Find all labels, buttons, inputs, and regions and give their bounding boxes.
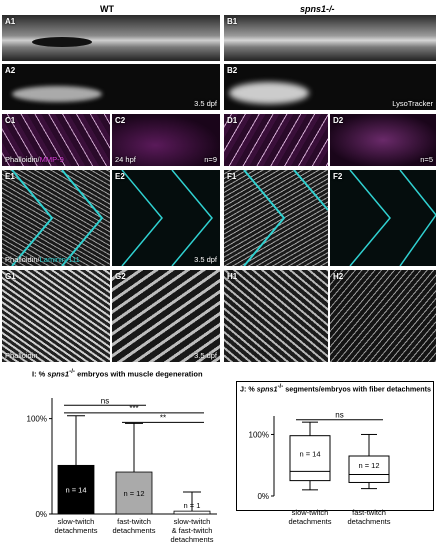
category-label: fast-twitch <box>117 517 151 526</box>
panel-h2: H2 <box>330 270 436 362</box>
panel-label: H1 <box>227 272 238 281</box>
fluorescent-region <box>12 86 102 102</box>
panel-note: Phalloidin/MMP-9 <box>5 155 64 164</box>
panel-f1: F1 <box>224 170 328 266</box>
laminin-boundaries <box>349 170 436 266</box>
panel-note: Phalloidin/Laminin-111 <box>5 255 80 264</box>
mutant-column-header: spns1-/- <box>300 4 335 14</box>
phalloidin-label: Phalloidin/ <box>5 255 40 264</box>
wt-column-header: WT <box>100 4 114 14</box>
chart-i-title-prefix: I: % <box>32 369 48 379</box>
panel-f2: F2 <box>330 170 436 266</box>
laminin-boundaries <box>243 170 328 266</box>
box <box>348 455 390 483</box>
panel-e2: E2 3.5 dpf <box>112 170 220 266</box>
bar-label: n = 1 <box>184 501 201 510</box>
panel-c2: C2 24 hpf n=9 <box>112 114 220 166</box>
larva-eye <box>32 37 92 47</box>
chart-i-title-gene: spns1 <box>47 369 70 379</box>
chart-i-title-suffix: embryos with muscle degeneration <box>75 369 203 379</box>
bar-label: n = 12 <box>123 489 144 498</box>
significance-label: ns <box>335 411 343 420</box>
panel-g1: G1 Phalloidin <box>2 270 110 362</box>
category-label: fast-twitch <box>352 508 386 517</box>
category-label: & fast-twitch <box>172 526 213 535</box>
panel-note: Phalloidin <box>5 351 38 360</box>
panel-e1: E1 Phalloidin/Laminin-111 <box>2 170 110 266</box>
y-tick-label: 100% <box>249 430 269 439</box>
panel-note: 3.5 dpf <box>194 255 217 264</box>
panel-note: 3.5 dpf <box>194 351 217 360</box>
panel-c1: C1 Phalloidin/MMP-9 <box>2 114 110 166</box>
y-tick-label: 0% <box>257 492 269 501</box>
chart-j-title-gene: spns1 <box>256 384 278 394</box>
chart-i: 0%100%n = 14 n = 12n = 1slow-twitchdetach… <box>27 396 217 544</box>
category-label: slow-twitch <box>58 517 95 526</box>
category-label: detachments <box>113 526 156 535</box>
y-tick-label: 0% <box>35 510 47 519</box>
significance-label: *** <box>129 404 138 413</box>
chart-j-title-prefix: J: % <box>240 384 257 394</box>
laminin-boundaries <box>121 170 213 266</box>
category-label: slow-twitch <box>174 517 211 526</box>
category-label: slow-twitch <box>292 508 329 517</box>
panel-note: n=9 <box>204 155 217 164</box>
laminin-boundaries <box>11 170 104 266</box>
chart-j-frame <box>236 381 434 511</box>
chart-j-title: J: % spns1-/- segments/embryos with fibe… <box>240 384 431 393</box>
panel-d1: D1 <box>224 114 328 166</box>
chart-i-title: I: % spns1-/- embryos with muscle degene… <box>32 368 203 379</box>
box-label: n = 14 <box>299 450 320 459</box>
box-label: n = 12 <box>358 461 379 470</box>
significance-label: ** <box>160 413 166 422</box>
category-label: detachments <box>171 535 214 544</box>
panel-label: F1 <box>227 172 237 181</box>
panel-label: E2 <box>115 172 125 181</box>
category-label: detachments <box>289 517 332 526</box>
panel-a1: A1 <box>2 15 220 61</box>
box <box>289 435 331 482</box>
panel-b2: B2 LysoTracker <box>224 64 436 110</box>
panel-label: A1 <box>5 17 16 26</box>
panel-label: D1 <box>227 116 238 125</box>
category-label: detachments <box>348 517 391 526</box>
laminin-label: Laminin-111 <box>39 255 80 264</box>
panel-g2: G2 3.5 dpf <box>112 270 220 362</box>
panel-label: B2 <box>227 66 238 75</box>
chart-j: 0%100%n = 14n = 12nsslow-twitchdetachmen… <box>249 411 391 526</box>
panel-note: LysoTracker <box>392 99 433 108</box>
panel-note: 24 hpf <box>115 155 136 164</box>
chart-i-title-genotype: -/- <box>69 368 76 375</box>
bar <box>115 471 153 515</box>
y-tick-label: 100% <box>27 415 47 424</box>
panel-d2: D2 n=5 <box>330 114 436 166</box>
chart-j-title-suffix: segments/embryos with fiber detachments <box>283 384 432 394</box>
panel-a2: A2 3.5 dpf <box>2 64 220 110</box>
panel-label: F2 <box>333 172 343 181</box>
chart-j-title-genotype: -/- <box>277 384 284 390</box>
panel-h1: H1 <box>224 270 328 362</box>
panel-note: n=5 <box>420 155 433 164</box>
panel-note: 3.5 dpf <box>194 99 217 108</box>
category-label: detachments <box>55 526 98 535</box>
panel-label: C1 <box>5 116 16 125</box>
bar-label: n = 14 <box>65 486 86 495</box>
panel-label: C2 <box>115 116 126 125</box>
significance-label: ns <box>101 396 109 405</box>
phalloidin-label: Phalloidin/ <box>5 155 40 164</box>
panel-b1: B1 <box>224 15 436 61</box>
bar <box>57 464 95 515</box>
panel-label: D2 <box>333 116 344 125</box>
fluorescent-region <box>229 82 309 104</box>
panel-label: E1 <box>5 172 15 181</box>
panel-label: B1 <box>227 17 238 26</box>
panel-label: A2 <box>5 66 16 75</box>
panel-label: G1 <box>5 272 16 281</box>
panel-label: H2 <box>333 272 344 281</box>
bar <box>173 510 211 515</box>
mmp9-label: MMP-9 <box>39 155 64 164</box>
panel-label: G2 <box>115 272 126 281</box>
